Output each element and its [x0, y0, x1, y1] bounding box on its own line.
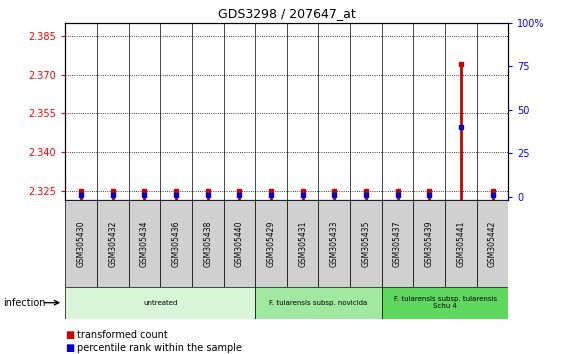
- Text: GSM305433: GSM305433: [330, 220, 339, 267]
- Bar: [287, 200, 319, 287]
- Bar: [445, 200, 477, 287]
- Bar: [319, 200, 350, 287]
- Text: GSM305437: GSM305437: [393, 220, 402, 267]
- Bar: [255, 287, 382, 319]
- Text: infection: infection: [3, 298, 45, 308]
- Bar: [350, 200, 382, 287]
- Text: GSM305432: GSM305432: [108, 220, 117, 267]
- Text: GSM305438: GSM305438: [203, 220, 212, 267]
- Bar: [65, 287, 255, 319]
- Text: GSM305431: GSM305431: [298, 220, 307, 267]
- Bar: [128, 200, 160, 287]
- Text: GSM305436: GSM305436: [172, 220, 181, 267]
- Bar: [97, 200, 128, 287]
- Bar: [255, 200, 287, 287]
- Text: GSM305430: GSM305430: [77, 220, 86, 267]
- Text: percentile rank within the sample: percentile rank within the sample: [77, 343, 241, 353]
- Bar: [224, 200, 255, 287]
- Bar: [414, 200, 445, 287]
- Text: GSM305429: GSM305429: [266, 220, 275, 267]
- Text: GSM305441: GSM305441: [457, 220, 465, 267]
- Text: F. tularensis subsp. novicida: F. tularensis subsp. novicida: [269, 300, 367, 306]
- Bar: [477, 200, 508, 287]
- Bar: [382, 287, 508, 319]
- Bar: [382, 200, 414, 287]
- Text: transformed count: transformed count: [77, 330, 168, 339]
- Bar: [160, 200, 192, 287]
- Text: untreated: untreated: [143, 300, 177, 306]
- Text: GSM305435: GSM305435: [361, 220, 370, 267]
- Text: GSM305440: GSM305440: [235, 220, 244, 267]
- Text: GSM305434: GSM305434: [140, 220, 149, 267]
- Text: GSM305439: GSM305439: [425, 220, 434, 267]
- Text: ■: ■: [65, 330, 74, 339]
- Bar: [192, 200, 224, 287]
- Text: ■: ■: [65, 343, 74, 353]
- Bar: [65, 200, 97, 287]
- Text: GSM305442: GSM305442: [488, 220, 497, 267]
- Text: F. tularensis subsp. tularensis
Schu 4: F. tularensis subsp. tularensis Schu 4: [394, 296, 496, 309]
- Title: GDS3298 / 207647_at: GDS3298 / 207647_at: [218, 7, 356, 21]
